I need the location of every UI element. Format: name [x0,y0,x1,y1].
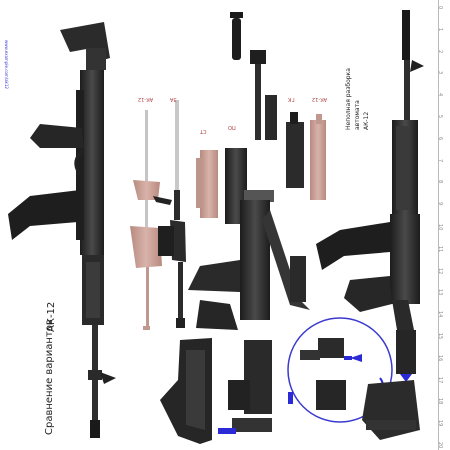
left-rifle [8,22,116,438]
part-label-5: ГК [288,96,295,102]
left-caption-line2: АК-12 [46,301,57,332]
bolt-carrier [170,100,186,328]
part-label-1: АК-12 [138,96,154,102]
part-label-3: СТ [200,128,207,134]
right-caption: Неполная разборка автомата АК-12 [344,40,384,130]
right-caption-line3: АК-12 [363,111,370,130]
ruler-line [438,0,439,450]
part-label-4: ПО [228,124,236,130]
right-caption-line2: автомата [354,100,361,130]
black-small-parts [153,12,243,256]
right-caption-line1: Неполная разборка [345,68,352,130]
left-caption-line1: Сравнение вариантов [44,319,55,435]
gas-piston [286,112,306,302]
part-label-6: АК-12 [312,96,328,102]
left-caption: Сравнение вариантов [44,319,64,435]
part-label-2: ЗА [170,96,177,102]
pink-parts [130,114,326,268]
folding-stock [160,338,212,444]
stock-mechanism [218,340,272,434]
cleaning-rod [143,110,150,330]
side-link[interactable]: www.example.com/ak12 [4,40,9,89]
right-rifle [316,10,424,440]
detail-circle [287,317,393,423]
left-caption-model: АК-12 [46,272,62,332]
middle-receiver [188,50,310,330]
